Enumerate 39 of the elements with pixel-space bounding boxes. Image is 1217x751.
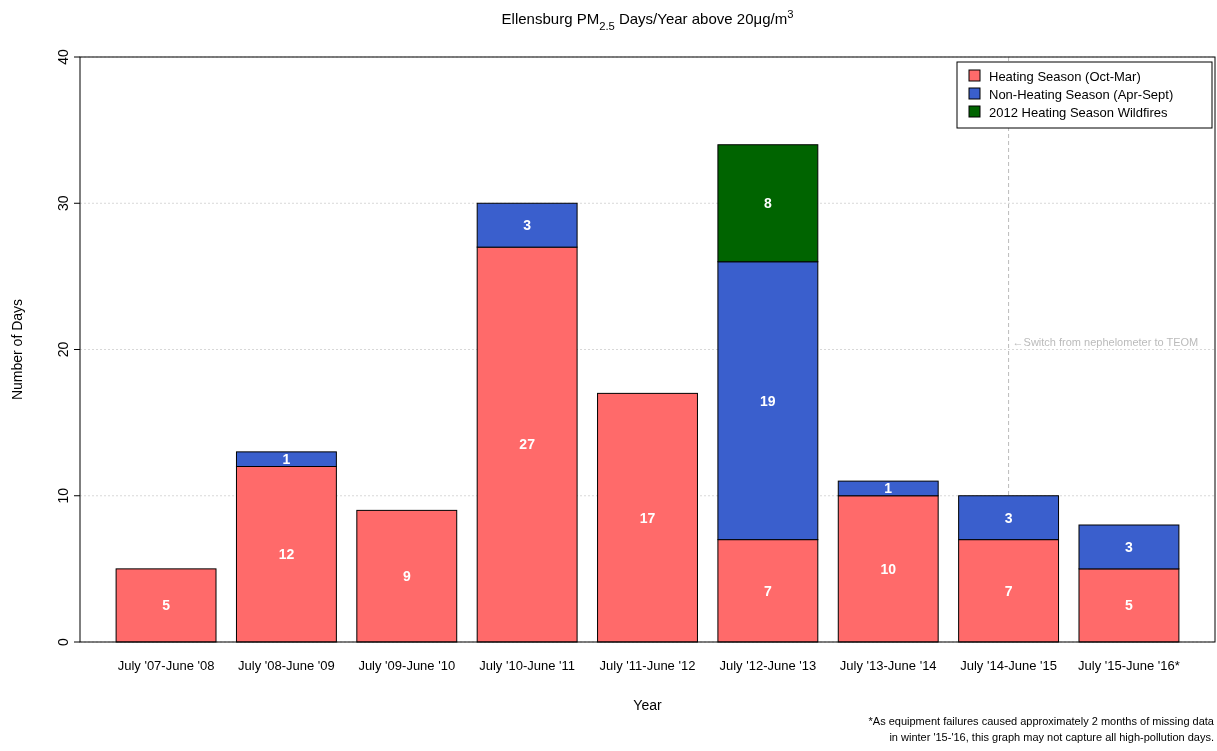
data-label: 7	[763, 582, 772, 599]
x-tick-label: July '13-June '14	[839, 658, 937, 673]
data-label: 5	[162, 597, 171, 614]
y-tick-label: 30	[55, 195, 71, 212]
data-label: 27	[519, 436, 536, 453]
y-tick-label: 0	[55, 637, 71, 646]
y-tick-label: 40	[55, 49, 71, 65]
x-axis-title: Year	[633, 697, 662, 713]
ref-line-label: ←Switch from nephelometer to TEOM	[1012, 335, 1199, 348]
text: in winter '15-'16, this graph may not capture all high-pollution days.	[889, 731, 1214, 743]
data-label: 1	[884, 480, 893, 497]
x-tick-label: July '10-June '11	[479, 658, 576, 673]
x-tick-label: July '09-June '10	[358, 658, 456, 673]
x-tick-label: July '07-June '08	[117, 658, 215, 673]
data-label: 12	[278, 546, 295, 563]
x-tick-label: July '12-June '13	[719, 658, 817, 673]
data-label: 3	[1125, 538, 1134, 555]
y-axis-title: Number of Days	[9, 298, 25, 401]
x-tick-label: July '15-June '16*	[1078, 658, 1180, 673]
data-label: 5	[1125, 597, 1134, 614]
data-label: 17	[639, 509, 656, 526]
x-tick-label: July '11-June '12	[599, 658, 696, 673]
data-label: 19	[760, 392, 776, 409]
legend-label: 2012 Heating Season Wildfires	[989, 104, 1168, 120]
data-label: 3	[1004, 509, 1013, 526]
data-label: 8	[763, 195, 772, 212]
data-label: 7	[1004, 582, 1013, 599]
data-label: 1	[282, 451, 291, 468]
y-tick-label: 10	[55, 487, 71, 504]
data-label: 10	[880, 560, 897, 577]
data-label: 9	[402, 568, 411, 585]
x-tick-label: July '08-June '09	[238, 658, 335, 673]
x-tick-label: July '14-June '15	[960, 658, 1057, 673]
text: *As equipment failures caused approximately 2 months of missing data	[868, 715, 1215, 727]
y-tick-label: 20	[55, 341, 71, 358]
data-label: 3	[523, 217, 532, 234]
legend-label: Non-Heating Season (Apr-Sept)	[989, 86, 1174, 102]
legend-label: Heating Season (Oct-Mar)	[989, 68, 1141, 84]
chart-title: Ellensburg PM$_{2.5}$ Days/Year above 20μg/m$^{3}$	[501, 8, 794, 32]
